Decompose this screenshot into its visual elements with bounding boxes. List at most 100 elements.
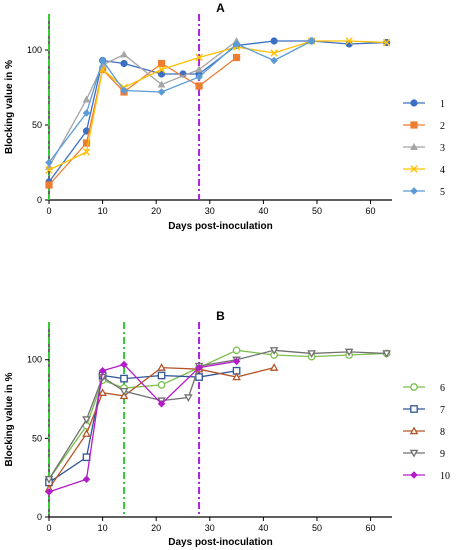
x-tick-label: 10 [98, 206, 108, 216]
data-point [382, 38, 391, 47]
legend-label: 6 [440, 383, 445, 394]
data-point [195, 363, 203, 372]
x-tick-label: 30 [205, 523, 215, 533]
y-tick-label: 0 [37, 512, 42, 522]
data-point [82, 139, 91, 147]
data-point [270, 37, 278, 45]
x-tick-label: 0 [46, 523, 51, 533]
data-point [157, 381, 166, 389]
legend-label: 9 [440, 449, 445, 460]
data-point [98, 56, 107, 65]
legend-marker [410, 99, 418, 107]
y-tick-label: 100 [27, 45, 42, 55]
legend-marker [410, 187, 418, 195]
data-point [344, 348, 354, 357]
data-point [120, 50, 128, 58]
data-point [157, 65, 166, 74]
legend-marker [409, 449, 419, 458]
data-point [195, 73, 203, 81]
data-point [157, 70, 166, 78]
x-tick-label: 0 [46, 206, 51, 216]
legend-label: 2 [440, 121, 445, 132]
y-tick-label: 100 [27, 355, 42, 365]
data-point [98, 366, 107, 375]
data-point [232, 372, 241, 381]
data-point [270, 56, 278, 65]
legend-label: 5 [440, 187, 445, 198]
y-tick-label: 50 [32, 433, 42, 443]
y-axis-label: Blocking value in % [4, 372, 15, 466]
chart-title: B [216, 309, 225, 323]
legend-marker [409, 426, 419, 435]
data-point [82, 109, 91, 117]
data-point [195, 65, 203, 73]
data-point [157, 400, 166, 408]
series-line [48, 360, 237, 493]
data-point [270, 49, 278, 57]
x-tick-label: 10 [98, 523, 108, 533]
data-point [157, 363, 166, 371]
data-point [120, 360, 128, 369]
x-tick-label: 40 [258, 523, 268, 533]
chart-title: A [216, 1, 225, 15]
legend-label: 4 [440, 165, 445, 176]
y-tick-label: 50 [32, 120, 42, 130]
x-tick-label: 50 [312, 206, 322, 216]
data-point [45, 181, 53, 189]
legend-marker [410, 383, 418, 391]
series-line [48, 370, 237, 483]
series-line [48, 56, 237, 186]
data-point [232, 53, 241, 62]
legend-label: 10 [440, 471, 450, 482]
x-tick-label: 20 [151, 523, 161, 533]
data-point [345, 37, 353, 45]
series-line [48, 349, 387, 480]
legend-label: 7 [440, 405, 445, 416]
data-point [157, 88, 166, 96]
legend-marker [410, 471, 418, 479]
x-tick-label: 30 [205, 206, 215, 216]
legend-label: 3 [440, 143, 445, 154]
legend-marker [410, 142, 418, 150]
data-point [82, 95, 91, 103]
data-point [232, 40, 241, 48]
x-tick-label: 60 [366, 523, 376, 533]
x-tick-label: 20 [151, 206, 161, 216]
data-point [269, 363, 279, 371]
data-point [45, 488, 53, 496]
legend-marker [410, 405, 418, 413]
series-line [48, 366, 275, 490]
data-point [82, 416, 91, 425]
data-point [45, 166, 53, 174]
data-point [157, 80, 166, 88]
data-point [195, 82, 203, 90]
series-line [48, 349, 387, 480]
data-point [157, 59, 166, 68]
data-point [269, 347, 279, 355]
data-point [45, 158, 53, 167]
data-point [82, 453, 91, 462]
data-point [82, 429, 91, 437]
data-point [82, 148, 91, 156]
data-point [82, 475, 91, 484]
data-point [195, 53, 203, 62]
legend-label: 1 [440, 99, 445, 110]
data-point [120, 59, 128, 68]
y-tick-label: 0 [37, 195, 42, 205]
data-point [307, 350, 316, 358]
data-point [120, 374, 128, 383]
legend-label: 8 [440, 427, 445, 438]
legend-marker [410, 165, 418, 173]
chart-panel-b: B Days post-inoculation Blocking value i… [4, 309, 450, 548]
data-point [195, 373, 203, 381]
data-point [119, 387, 129, 396]
x-tick-label: 50 [312, 523, 322, 533]
y-axis-label: Blocking value in % [4, 60, 15, 154]
data-point [382, 350, 391, 358]
chart-panel-a: A Days post-inoculation Blocking value i… [4, 1, 445, 232]
data-point [232, 357, 241, 366]
data-point [184, 394, 193, 403]
series-line [48, 40, 237, 168]
data-point [44, 476, 54, 484]
